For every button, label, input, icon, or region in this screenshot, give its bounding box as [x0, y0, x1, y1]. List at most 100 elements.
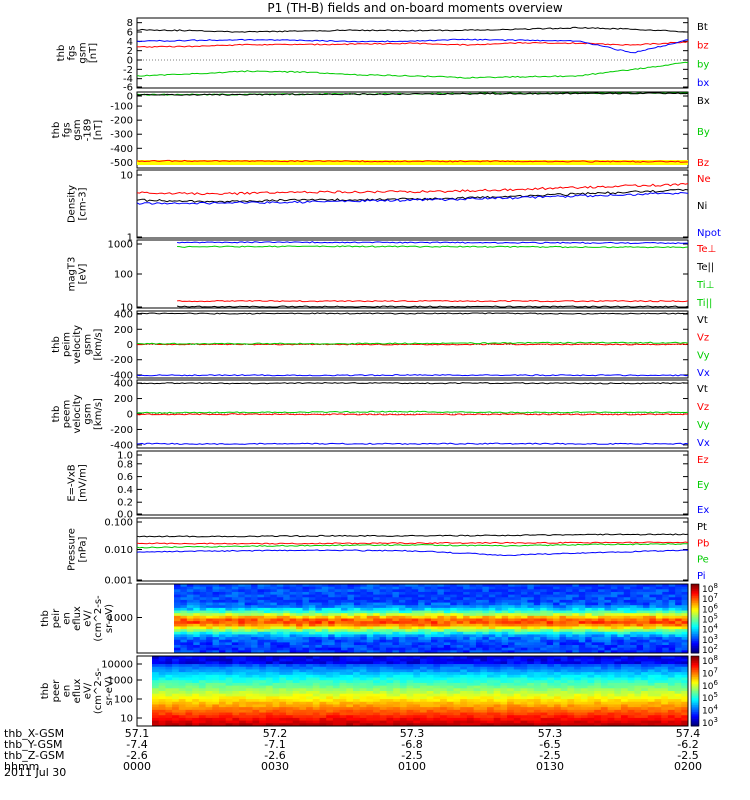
heatmap-cell [225, 645, 233, 649]
heatmap-cell [299, 715, 307, 719]
heatmap-cell [621, 717, 629, 722]
y-tick-label: 2 [127, 46, 133, 57]
heatmap-cell [560, 688, 568, 692]
heatmap-cell [272, 664, 280, 668]
heatmap-cell [574, 691, 582, 695]
heatmap-cell [218, 639, 226, 643]
heatmap-cell [346, 685, 354, 689]
heatmap-cell [257, 589, 265, 593]
heatmap-cell [466, 658, 474, 662]
heatmap-cell [614, 677, 622, 681]
heatmap-cell [192, 682, 200, 687]
heatmap-cell [607, 682, 615, 687]
heatmap-cell [567, 680, 575, 684]
heatmap-cell [607, 712, 615, 716]
heatmap-cell [263, 621, 271, 625]
heatmap-cell [546, 642, 554, 646]
colorbar-label: 107 [702, 592, 718, 605]
heatmap-cell [244, 650, 252, 654]
heatmap-cell [636, 591, 644, 596]
heatmap-cell [661, 666, 669, 670]
heatmap-cell [418, 610, 425, 614]
heatmap-cell [607, 674, 615, 678]
heatmap-cell [302, 647, 310, 651]
heatmap-cell [393, 691, 401, 695]
heatmap-cell [533, 637, 541, 641]
heatmap-cell [473, 664, 481, 668]
series-line-temp-Te|| [176, 305, 689, 308]
heatmap-cell [174, 626, 181, 630]
heatmap-cell [433, 680, 441, 684]
legend-label: bx [697, 78, 709, 89]
heatmap-cell [219, 712, 227, 716]
heatmap-cell [668, 613, 676, 617]
heatmap-cell [265, 693, 273, 697]
heatmap-cell [218, 621, 226, 625]
heatmap-cell [232, 693, 240, 697]
heatmap-cell [661, 661, 669, 665]
heatmap-cell [480, 699, 488, 703]
heatmap-cell [604, 629, 612, 633]
heatmap-cell [469, 589, 477, 593]
heatmap-cell [585, 637, 593, 641]
heatmap-cell [591, 645, 599, 649]
heatmap-cell [655, 591, 663, 596]
heatmap-cell [507, 712, 515, 716]
colorbar-segment [691, 656, 699, 659]
heatmap-cell [681, 589, 689, 593]
heatmap-cell [379, 696, 387, 700]
heatmap-cell [433, 704, 441, 708]
heatmap-cell [286, 666, 294, 670]
y-label-peer: en [61, 685, 72, 698]
y-tick-label: 1000 [108, 240, 133, 251]
heatmap-cell [172, 685, 180, 689]
heatmap-cell [379, 621, 387, 625]
heatmap-cell [265, 658, 273, 662]
heatmap-cell [411, 642, 419, 646]
heatmap-cell [647, 664, 655, 668]
heatmap-cell [165, 709, 173, 713]
heatmap-cell [667, 707, 675, 711]
x-row-label: hhmm [4, 760, 39, 773]
heatmap-cell [186, 631, 194, 635]
heatmap-cell [591, 597, 599, 601]
heatmap-cell [192, 680, 200, 684]
heatmap-cell [627, 712, 635, 716]
heatmap-cell [232, 720, 240, 724]
heatmap-cell [263, 647, 271, 651]
heatmap-cell [292, 723, 300, 727]
heatmap-cell [655, 639, 663, 643]
heatmap-cell [431, 642, 438, 646]
heatmap-cell [299, 696, 307, 700]
heatmap-cell [598, 615, 605, 619]
heatmap-cell [643, 597, 650, 601]
heatmap-cell [527, 717, 535, 722]
heatmap-cell [565, 637, 573, 641]
heatmap-cell [359, 720, 367, 724]
heatmap-cell [446, 717, 454, 722]
heatmap-cell [440, 677, 448, 681]
panel-peer: thb peer en eflux eV/(cm^2-s-sr-eV)100001000… [40, 654, 718, 729]
heatmap-cell [312, 712, 320, 716]
heatmap-cell [186, 650, 194, 654]
heatmap-cell [667, 674, 675, 678]
heatmap-cell [634, 661, 642, 665]
heatmap-cell [508, 618, 515, 622]
heatmap-cell [553, 602, 560, 606]
heatmap-cell [206, 607, 213, 611]
heatmap-cell [604, 591, 612, 596]
heatmap-cell [321, 591, 329, 596]
heatmap-cell [630, 647, 637, 651]
heatmap-cell [495, 642, 503, 646]
heatmap-cell [508, 621, 515, 625]
heatmap-cell [308, 613, 316, 617]
heatmap-cell [493, 693, 501, 697]
heatmap-cell [585, 607, 593, 611]
heatmap-cell [206, 647, 213, 651]
heatmap-cell [212, 699, 220, 703]
heatmap-cell [379, 707, 387, 711]
colorbar-segment [691, 661, 699, 664]
heatmap-cell [185, 685, 193, 689]
heatmap-cell [654, 677, 662, 681]
heatmap-cell [604, 599, 612, 603]
